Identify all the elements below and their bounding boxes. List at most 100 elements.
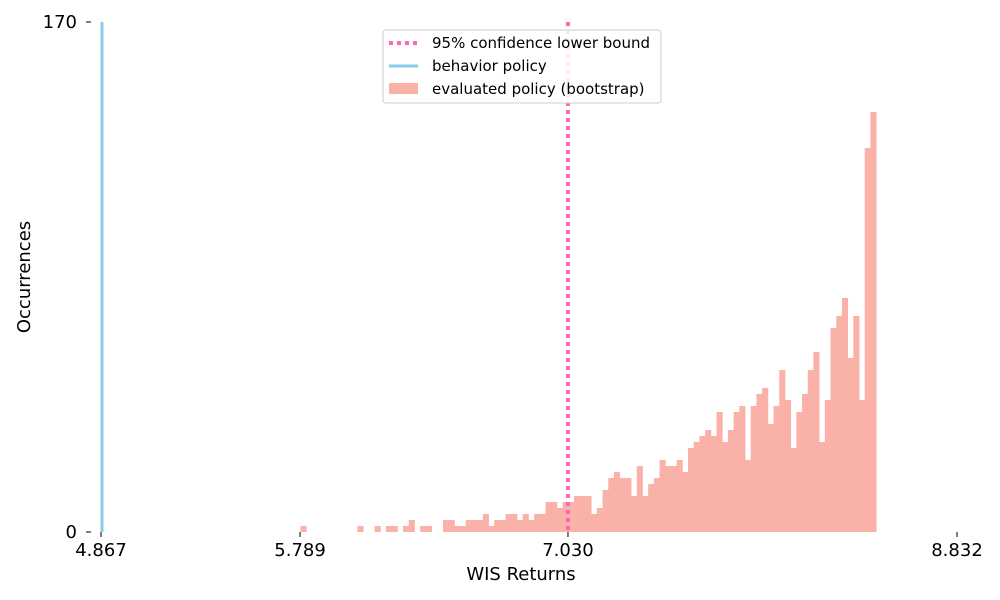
histogram-bar: [750, 406, 757, 532]
histogram-bar: [836, 316, 843, 532]
histogram-bar: [551, 502, 558, 532]
histogram-bar: [619, 478, 626, 532]
x-tick-label: 8.832: [931, 540, 983, 561]
histogram-bar: [830, 328, 837, 532]
x-axis: 4.867 5.789 7.030 8.832 WIS Returns: [75, 532, 983, 585]
histogram-bar: [631, 496, 638, 532]
histogram-bar: [722, 442, 729, 532]
histogram-bar: [442, 520, 450, 532]
histogram-bar: [802, 394, 809, 532]
histogram-bar: [465, 520, 472, 532]
histogram-bar: [710, 436, 717, 532]
histogram-bar: [408, 520, 415, 532]
histogram-bar: [807, 370, 814, 532]
histogram-bar: [796, 412, 803, 532]
histogram-bar: [562, 502, 569, 532]
histogram-bar: [824, 400, 831, 532]
x-axis-title: WIS Returns: [466, 564, 575, 585]
histogram-bar: [642, 496, 649, 532]
legend: 95% confidence lower bound behavior poli…: [382, 29, 662, 104]
histogram-bar: [403, 526, 410, 532]
histogram-bar: [613, 472, 621, 532]
x-tick-label: 5.789: [274, 540, 326, 561]
legend-frame: [382, 29, 662, 104]
histogram-bar: [699, 436, 706, 532]
histogram-bar: [727, 430, 735, 532]
histogram-bar: [499, 520, 507, 532]
histogram-bar: [482, 514, 489, 532]
histogram-bar: [574, 496, 581, 532]
histogram-bar: [665, 466, 672, 532]
histogram-bar: [636, 466, 643, 532]
histogram-bar: [733, 412, 740, 532]
histogram-bar: [511, 514, 518, 532]
histogram-bar: [716, 412, 723, 532]
histogram-bar: [460, 526, 467, 532]
histogram-bar: [374, 526, 381, 532]
histogram-bar: [534, 514, 541, 532]
histogram-bar: [693, 442, 700, 532]
histogram-bar: [471, 520, 478, 532]
histogram-bar: [522, 514, 529, 532]
histogram-bar: [705, 430, 712, 532]
histogram-bar: [779, 370, 786, 532]
histogram-bar: [625, 478, 632, 532]
histogram-bar: [528, 520, 535, 532]
histogram-bar: [853, 316, 860, 532]
y-tick-label: 0: [66, 522, 77, 543]
histogram-bar: [357, 526, 364, 532]
legend-label-bound: 95% confidence lower bound: [432, 34, 650, 52]
histogram-bar: [847, 358, 854, 532]
x-tick-label: 4.867: [75, 540, 127, 561]
histogram-bar: [682, 472, 689, 532]
y-axis-title: Occurrences: [14, 221, 35, 333]
histogram-bar: [653, 478, 660, 532]
histogram-bar: [739, 406, 746, 532]
legend-label-evaluated: evaluated policy (bootstrap): [432, 80, 645, 98]
histogram-bars: [300, 112, 877, 532]
histogram-bar: [539, 514, 546, 532]
histogram-bar: [505, 514, 512, 532]
histogram-bar: [300, 526, 307, 532]
histogram-bar: [813, 352, 820, 532]
legend-label-behavior: behavior policy: [432, 57, 547, 75]
histogram-bar: [864, 148, 871, 532]
histogram-bar: [420, 526, 427, 532]
x-tick-label: 7.030: [542, 540, 594, 561]
histogram-bar: [596, 508, 603, 532]
histogram-bar: [688, 448, 695, 532]
histogram-bar: [841, 298, 849, 532]
histogram-bar: [784, 400, 792, 532]
histogram-bar: [608, 478, 615, 532]
legend-swatch-evaluated: [389, 83, 418, 94]
histogram-bar: [870, 112, 877, 532]
histogram-bar: [448, 520, 455, 532]
histogram-bar: [477, 520, 484, 532]
histogram-bar: [454, 526, 461, 532]
histogram-bar: [385, 526, 393, 532]
histogram-bar: [568, 502, 575, 532]
histogram-bar: [659, 460, 666, 532]
histogram-bar: [517, 520, 524, 532]
histogram-bar: [585, 496, 592, 532]
histogram-bar: [676, 460, 683, 532]
histogram-bar: [494, 520, 501, 532]
histogram-bar: [579, 496, 586, 532]
histogram-bar: [648, 484, 655, 532]
histogram-bar: [756, 394, 763, 532]
histogram-bar: [859, 400, 866, 532]
histogram-bar: [745, 460, 752, 532]
histogram-bar: [773, 406, 780, 532]
histogram-bar: [391, 526, 398, 532]
histogram-bar: [591, 514, 598, 532]
histogram-bar: [670, 466, 678, 532]
histogram-bar: [767, 424, 774, 532]
histogram-bar: [762, 388, 769, 532]
histogram-bar: [425, 526, 432, 532]
histogram-bar: [488, 526, 495, 532]
histogram-bar: [545, 502, 552, 532]
histogram-bar: [790, 448, 797, 532]
histogram-bar: [602, 490, 609, 532]
y-axis: 0 170 Occurrences: [14, 12, 91, 543]
